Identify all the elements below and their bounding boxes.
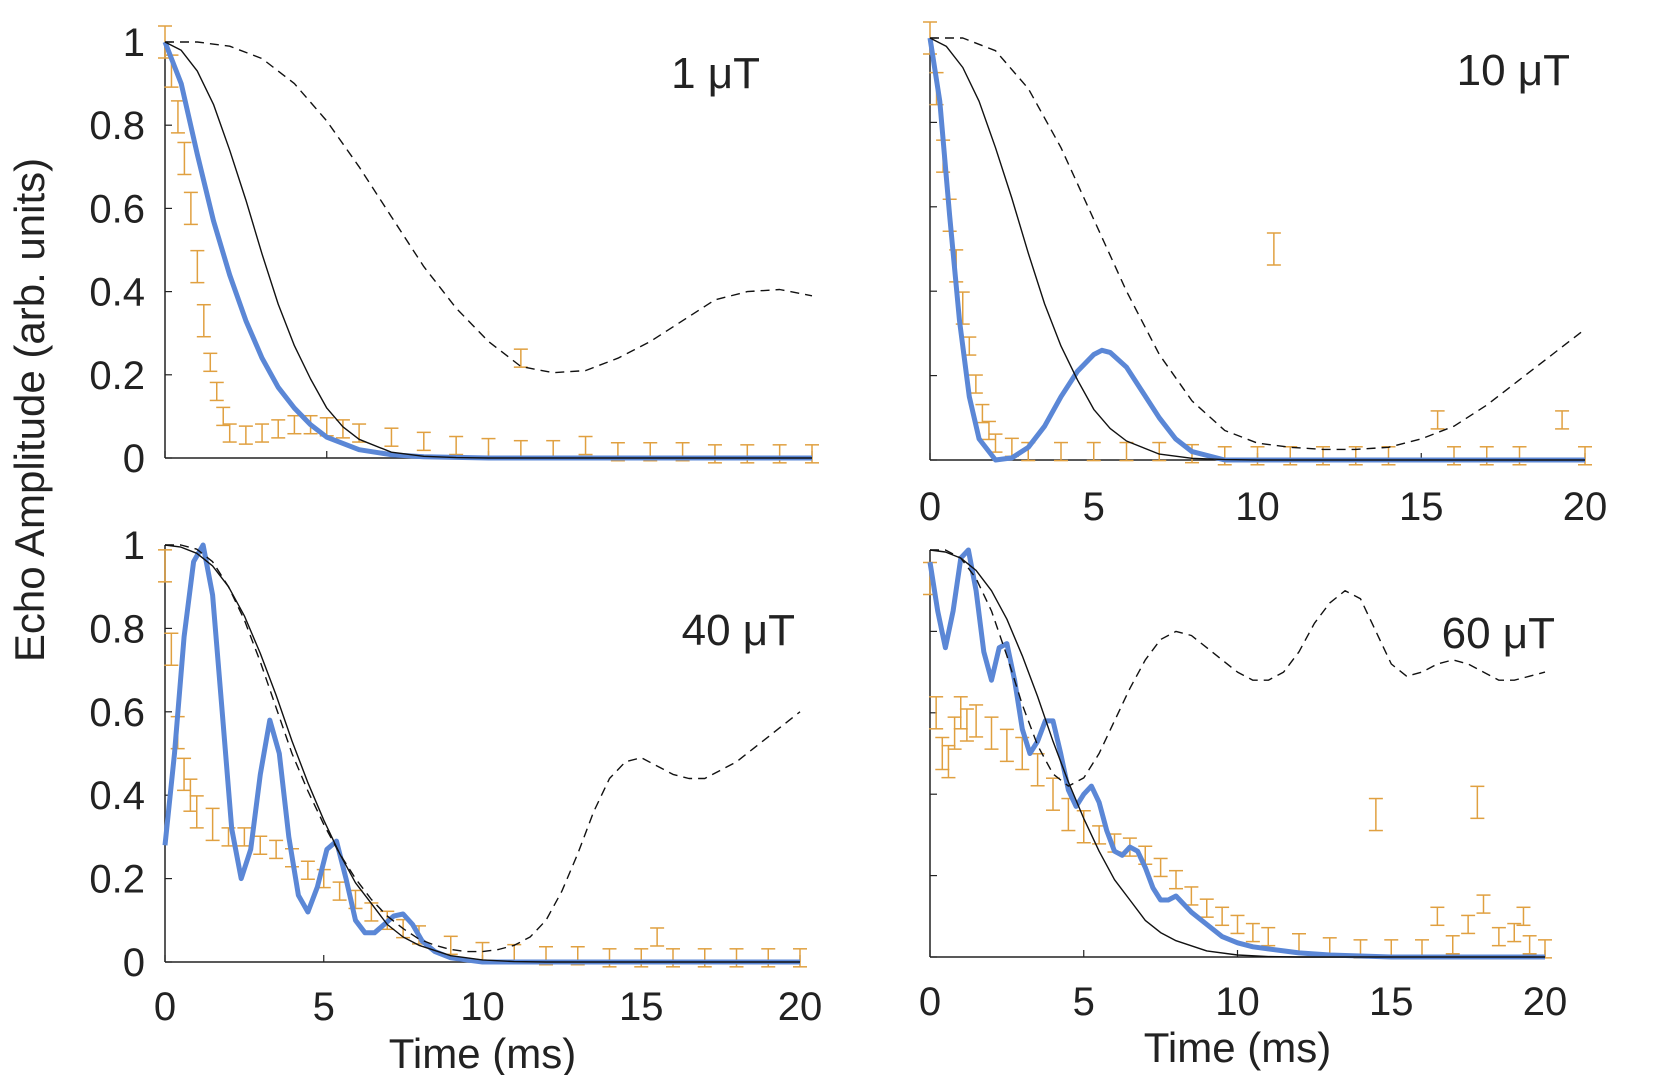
panel-1-microtesla: 0 0.2 0.4 0.6 0.8 1 1 μT [89, 21, 819, 481]
y-tick-label: 0.8 [89, 104, 145, 148]
x-tick-label: 20 [778, 985, 823, 1029]
model-solid-line [929, 37, 1585, 461]
x-tick-label: 20 [1563, 485, 1608, 529]
x-tick-label: 15 [1369, 980, 1414, 1024]
x-tick-label: 5 [313, 985, 335, 1029]
panel-field-label: 1 μT [671, 49, 760, 98]
model-solid-line [929, 549, 1545, 958]
x-tick-label: 10 [1215, 980, 1260, 1024]
model-solid-line [164, 544, 800, 963]
x-axis-title: Time (ms) [389, 1030, 576, 1075]
x-tick-label: 15 [1399, 485, 1444, 529]
y-tick-label: 0 [123, 941, 145, 985]
model-blue-line [927, 547, 1545, 960]
model-dashed-line [930, 549, 1546, 787]
x-tick-label: 20 [1523, 980, 1568, 1024]
panel-60-microtesla: 0 5 10 15 20 60 μT Time (ms) [919, 547, 1568, 1071]
x-tick-label: 15 [619, 985, 664, 1029]
panel-10-microtesla: 0 5 10 15 20 10 μT [919, 21, 1608, 529]
x-tick-label: 10 [1235, 485, 1280, 529]
panel-field-label: 10 μT [1457, 46, 1570, 95]
panel-field-label: 40 μT [682, 606, 795, 655]
y-axis-title: Echo Amplitude (arb. units) [6, 158, 53, 662]
x-tick-label: 0 [919, 485, 941, 529]
x-tick-label: 5 [1083, 485, 1105, 529]
x-tick-label: 10 [460, 985, 505, 1029]
x-tick-label: 0 [919, 980, 941, 1024]
panel-field-label: 60 μT [1442, 609, 1555, 658]
x-tick-label: 0 [154, 985, 176, 1029]
y-tick-label: 0.4 [89, 774, 145, 818]
y-tick-label: 1 [123, 524, 145, 568]
y-tick-label: 0.2 [89, 354, 145, 398]
x-tick-label: 5 [1073, 980, 1095, 1024]
y-tick-label: 0.6 [89, 187, 145, 231]
model-blue-line [162, 41, 812, 461]
model-dashed-line [165, 544, 801, 953]
y-tick-label: 0.6 [89, 691, 145, 735]
model-dashed-line [930, 37, 1586, 451]
model-solid-line [164, 41, 812, 459]
y-tick-label: 0.8 [89, 607, 145, 651]
y-tick-label: 1 [123, 21, 145, 65]
x-axis-title: Time (ms) [1144, 1024, 1331, 1071]
model-blue-line [927, 37, 1585, 463]
y-tick-label: 0 [123, 437, 145, 481]
model-dashed-line [165, 41, 813, 374]
y-tick-label: 0.2 [89, 858, 145, 902]
model-blue-line [162, 542, 800, 965]
y-tick-label: 0.4 [89, 271, 145, 315]
